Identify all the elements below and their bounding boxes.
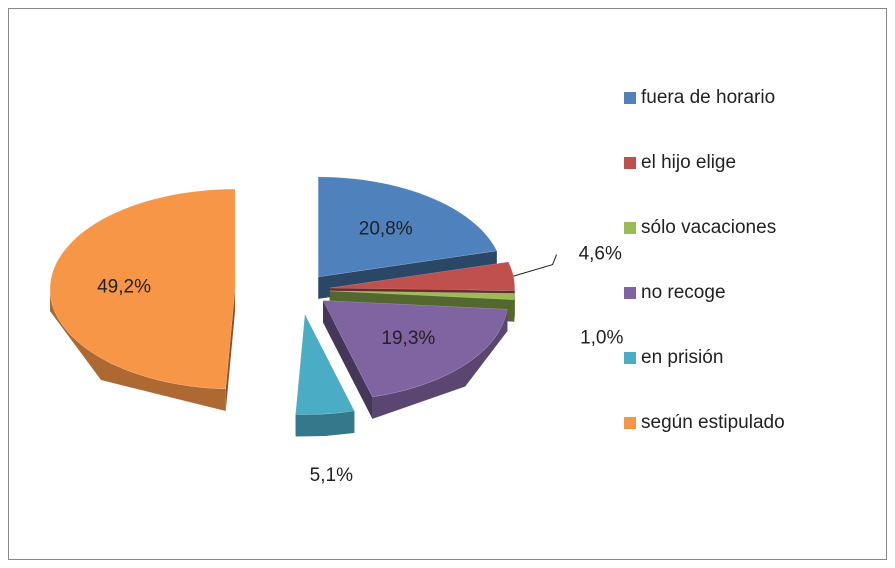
data-label: 5,1%: [310, 465, 353, 486]
leader-line: [513, 254, 558, 277]
legend-swatch: [624, 417, 636, 429]
legend-swatch: [624, 287, 636, 299]
legend-swatch: [624, 157, 636, 169]
legend-swatch: [624, 222, 636, 234]
data-label: 1,0%: [580, 327, 623, 348]
slice-side: [514, 293, 515, 322]
slice: [322, 300, 508, 398]
data-label: 20,8%: [359, 218, 413, 239]
data-label: 49,2%: [97, 277, 151, 298]
data-label: 4,6%: [579, 244, 622, 265]
slice-side: [50, 289, 226, 411]
slice-side: [295, 411, 355, 437]
legend-label: no recoge: [641, 282, 726, 303]
slice-side: [372, 309, 508, 419]
slice: [317, 176, 498, 278]
slice-edge: [323, 300, 373, 419]
slice: [329, 290, 516, 300]
slice: [295, 313, 355, 415]
legend-label: el hijo elige: [641, 152, 736, 173]
data-label: 19,3%: [381, 328, 435, 349]
legend-swatch: [624, 92, 636, 104]
slice-edge: [225, 289, 236, 411]
legend-label: sólo vacaciones: [641, 217, 776, 238]
legend-label: fuera de horario: [641, 87, 775, 108]
legend-label: en prisión: [641, 347, 723, 368]
legend-swatch: [624, 352, 636, 364]
slice: [49, 188, 236, 390]
legend-label: según estipulado: [641, 412, 785, 433]
